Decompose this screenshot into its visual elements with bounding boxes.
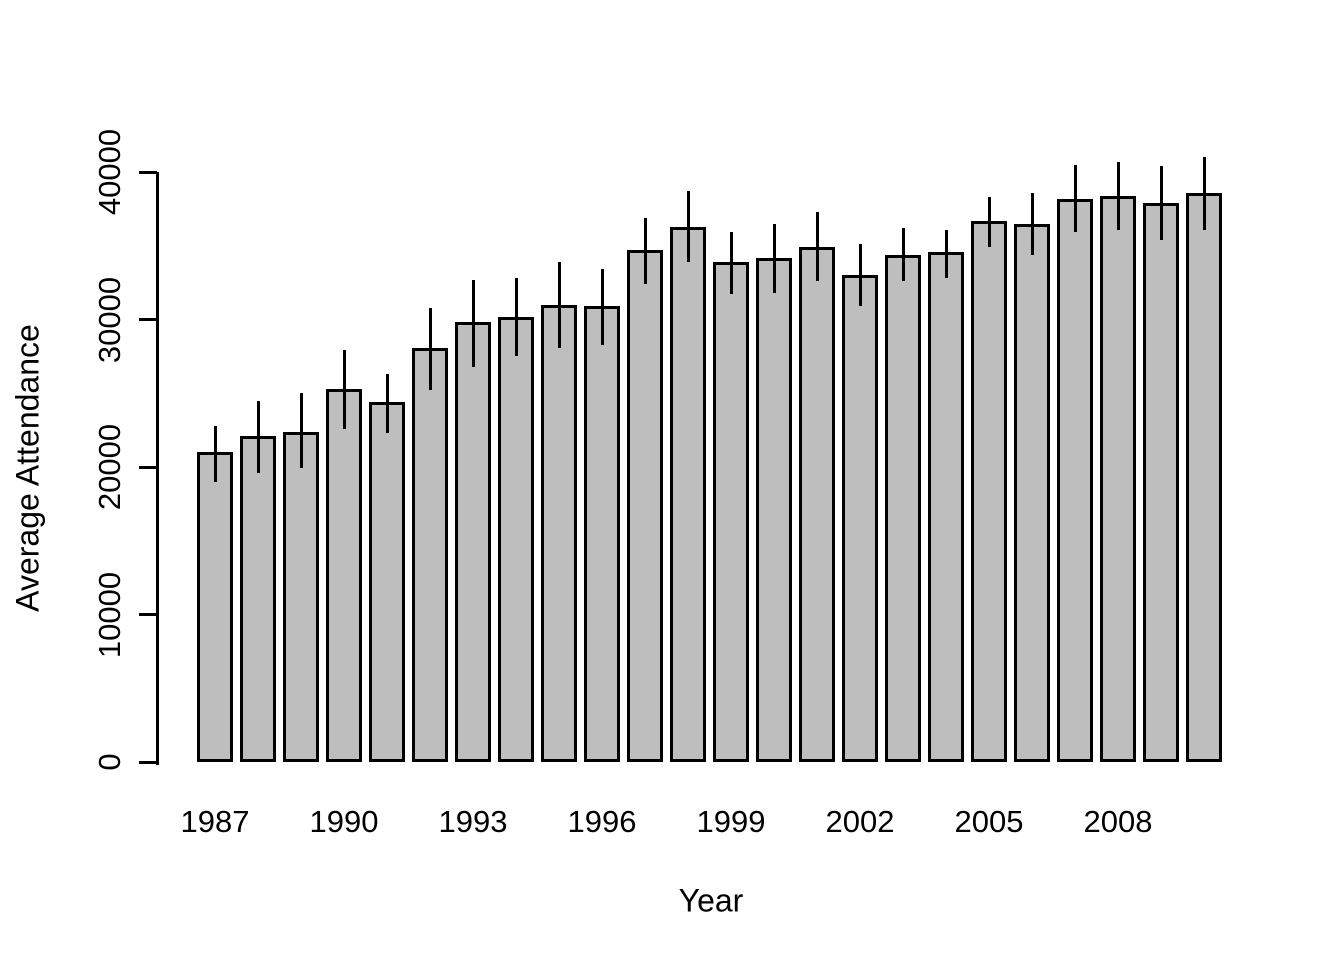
bar-1999	[712, 261, 750, 762]
y-axis-line	[155, 172, 159, 765]
y-axis-title: Average Attendance	[9, 324, 46, 612]
error-bar-2010	[1202, 157, 1206, 230]
error-bar-1999	[729, 232, 733, 295]
bar-1996	[583, 306, 621, 762]
error-bar-1994	[514, 278, 518, 357]
error-bar-2001	[815, 211, 819, 282]
bar-1987	[196, 452, 234, 762]
bar-2005	[970, 220, 1008, 762]
bar-1988	[239, 436, 277, 762]
x-axis-tick-label: 1993	[438, 804, 508, 839]
bar-1998	[669, 226, 707, 762]
x-axis-tick-label: 2002	[825, 804, 895, 839]
y-axis-tick	[139, 318, 157, 321]
bar-2001	[798, 247, 836, 762]
bar-2003	[884, 254, 922, 762]
error-bar-2006	[1030, 192, 1034, 255]
error-bar-2002	[858, 244, 862, 307]
error-bar-2004	[944, 229, 948, 279]
error-bar-1993	[471, 279, 475, 367]
bar-1990	[325, 388, 363, 762]
error-bar-2008	[1116, 161, 1120, 230]
error-bar-2009	[1159, 166, 1163, 240]
bar-2000	[755, 257, 793, 762]
y-axis-tick-label: 40000	[92, 128, 127, 216]
y-axis-tick	[139, 465, 157, 469]
y-axis-tick-label: 30000	[92, 276, 127, 363]
x-axis-tick-label: 2005	[954, 804, 1024, 839]
error-bar-1989	[299, 393, 303, 469]
bar-2004	[927, 251, 965, 762]
error-bar-2007	[1073, 164, 1077, 233]
bar-2008	[1099, 195, 1137, 762]
bar-1991	[368, 402, 406, 762]
error-bar-1997	[643, 217, 647, 285]
x-axis-tick-label: 1987	[180, 804, 250, 839]
bar-2010	[1185, 192, 1223, 762]
x-axis-tick-label: 1996	[567, 804, 637, 839]
bar-1997	[626, 250, 664, 762]
bar-2007	[1056, 198, 1094, 762]
error-bar-2005	[987, 197, 991, 248]
bar-2006	[1013, 223, 1051, 762]
y-axis-tick-label: 0	[92, 753, 127, 771]
x-axis-tick-label: 1990	[309, 804, 379, 839]
bar-1995	[540, 304, 578, 762]
error-bar-2000	[772, 223, 776, 293]
error-bar-1988	[256, 400, 260, 473]
bar-2009	[1142, 202, 1180, 762]
x-axis-title: Year	[678, 882, 744, 919]
bar-1989	[282, 431, 320, 762]
y-axis-tick	[139, 760, 157, 764]
y-axis-tick-label: 20000	[92, 423, 127, 511]
error-bar-1990	[342, 350, 346, 429]
bar-1992	[411, 347, 449, 762]
bar-1994	[497, 316, 535, 762]
y-axis-tick	[139, 170, 157, 174]
error-bar-1996	[600, 269, 604, 345]
error-bar-1995	[557, 261, 561, 348]
y-axis-tick-label: 10000	[92, 571, 127, 658]
x-axis-tick-label: 1999	[696, 804, 766, 839]
error-bar-1992	[428, 307, 432, 391]
bar-1993	[454, 322, 492, 762]
error-bar-1987	[213, 425, 217, 482]
y-axis-tick	[139, 613, 157, 616]
x-axis-tick-label: 2008	[1083, 804, 1153, 839]
error-bar-1998	[686, 191, 690, 262]
bar-2002	[841, 275, 879, 762]
error-bar-1991	[385, 374, 389, 434]
error-bar-2003	[901, 228, 905, 282]
